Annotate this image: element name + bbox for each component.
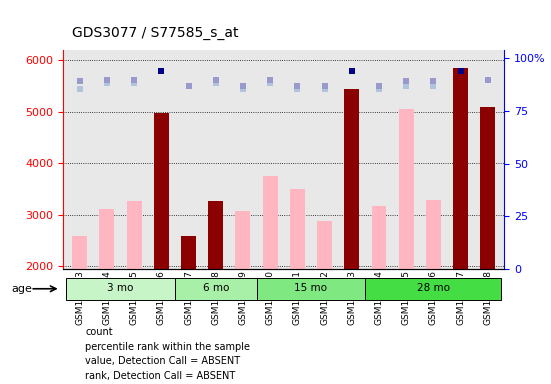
Bar [66, 278, 175, 300]
Bar [208, 202, 223, 269]
Text: 3 mo: 3 mo [107, 283, 134, 293]
Point [320, 86, 329, 92]
Text: 15 mo: 15 mo [294, 283, 327, 293]
Bar [181, 237, 196, 269]
Text: 6 mo: 6 mo [203, 283, 229, 293]
Point [212, 80, 220, 86]
Point [402, 78, 410, 84]
Point [129, 80, 138, 86]
Bar [371, 206, 386, 269]
Text: count: count [85, 327, 113, 337]
Point [429, 83, 438, 89]
Point [266, 77, 274, 83]
Point [456, 68, 465, 74]
Point [157, 68, 166, 74]
Bar [480, 107, 495, 269]
Bar [235, 210, 251, 269]
Point [402, 83, 410, 89]
Bar [344, 89, 359, 269]
Point [429, 78, 438, 84]
Text: percentile rank within the sample: percentile rank within the sample [85, 342, 250, 352]
Point [375, 86, 383, 92]
Bar [365, 278, 501, 300]
Point [212, 77, 220, 83]
Point [483, 77, 492, 83]
Point [347, 68, 356, 74]
Point [184, 83, 193, 89]
Point [239, 86, 247, 92]
Bar [175, 278, 257, 300]
Bar [453, 68, 468, 269]
Bar [154, 113, 169, 269]
Point [239, 83, 247, 89]
Point [293, 86, 302, 92]
Point [320, 83, 329, 89]
Point [102, 80, 111, 86]
Bar [127, 201, 142, 269]
Bar [399, 109, 414, 269]
Point [266, 80, 274, 86]
Text: rank, Detection Call = ABSENT: rank, Detection Call = ABSENT [85, 371, 236, 381]
Bar [290, 189, 305, 269]
Point [75, 86, 84, 92]
Bar [99, 209, 115, 269]
Bar [317, 222, 332, 269]
Text: 28 mo: 28 mo [417, 283, 450, 293]
Bar [72, 237, 87, 269]
Bar [263, 176, 278, 269]
Point [293, 83, 302, 89]
Point [375, 83, 383, 89]
Text: value, Detection Call = ABSENT: value, Detection Call = ABSENT [85, 356, 241, 366]
Bar [257, 278, 365, 300]
Point [129, 77, 138, 83]
Text: age: age [11, 284, 32, 294]
Point [75, 78, 84, 84]
Bar [426, 200, 441, 269]
Text: GDS3077 / S77585_s_at: GDS3077 / S77585_s_at [72, 26, 238, 40]
Bar [208, 201, 223, 269]
Point [102, 77, 111, 83]
